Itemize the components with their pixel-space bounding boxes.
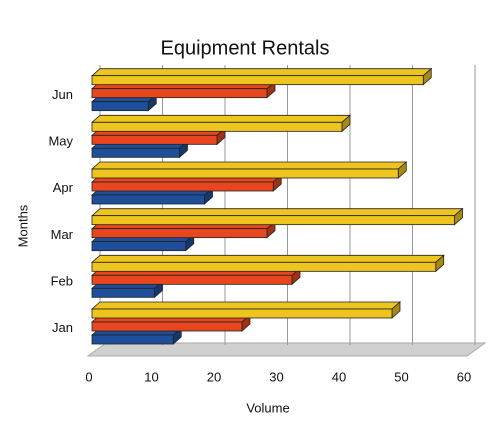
bar-front — [91, 274, 293, 285]
bar-front — [91, 228, 268, 239]
bar-top — [90, 161, 408, 170]
bar-front — [91, 241, 187, 252]
y-tick-label: Feb — [51, 273, 73, 288]
x-tick-label: 10 — [144, 369, 158, 384]
y-tick-label: Apr — [53, 180, 74, 195]
bar-front — [91, 194, 205, 205]
bar-top — [90, 254, 445, 263]
x-tick-label: 20 — [207, 369, 221, 384]
bar-top — [90, 301, 402, 310]
bar-front — [91, 261, 437, 272]
bar-front — [91, 215, 455, 226]
floor — [86, 342, 487, 357]
x-tick-label: 60 — [457, 369, 471, 384]
bar-front — [91, 168, 399, 179]
bar-front — [91, 134, 218, 145]
bar-front — [91, 308, 393, 319]
x-tick-label: 30 — [269, 369, 283, 384]
bar-top — [90, 114, 352, 123]
y-tick-label: Mar — [51, 227, 74, 242]
bar-front — [91, 88, 268, 99]
bar — [90, 67, 433, 86]
bar-front — [91, 287, 155, 298]
bar — [90, 114, 352, 133]
bar-front — [91, 75, 424, 86]
bar — [90, 301, 402, 319]
bar-front — [91, 321, 243, 332]
bar-front — [91, 147, 180, 158]
y-tick-label: May — [48, 133, 73, 148]
x-tick-label: 40 — [332, 369, 346, 384]
bar-top — [90, 208, 464, 217]
y-axis-label: Months — [15, 204, 30, 247]
bar-front — [91, 101, 149, 112]
bar-front — [91, 334, 174, 345]
bar-front — [91, 121, 343, 132]
bar-front — [91, 181, 274, 192]
bar — [90, 254, 445, 273]
y-tick-label: Jan — [52, 320, 73, 335]
x-tick-label: 0 — [85, 369, 92, 384]
bar — [90, 161, 408, 179]
bar — [90, 207, 464, 226]
x-axis-label: Volume — [246, 400, 289, 415]
chart-title: Equipment Rentals — [161, 37, 330, 59]
y-tick-label: Jun — [52, 87, 73, 102]
bar-top — [90, 68, 433, 77]
x-tick-label: 50 — [394, 369, 408, 384]
